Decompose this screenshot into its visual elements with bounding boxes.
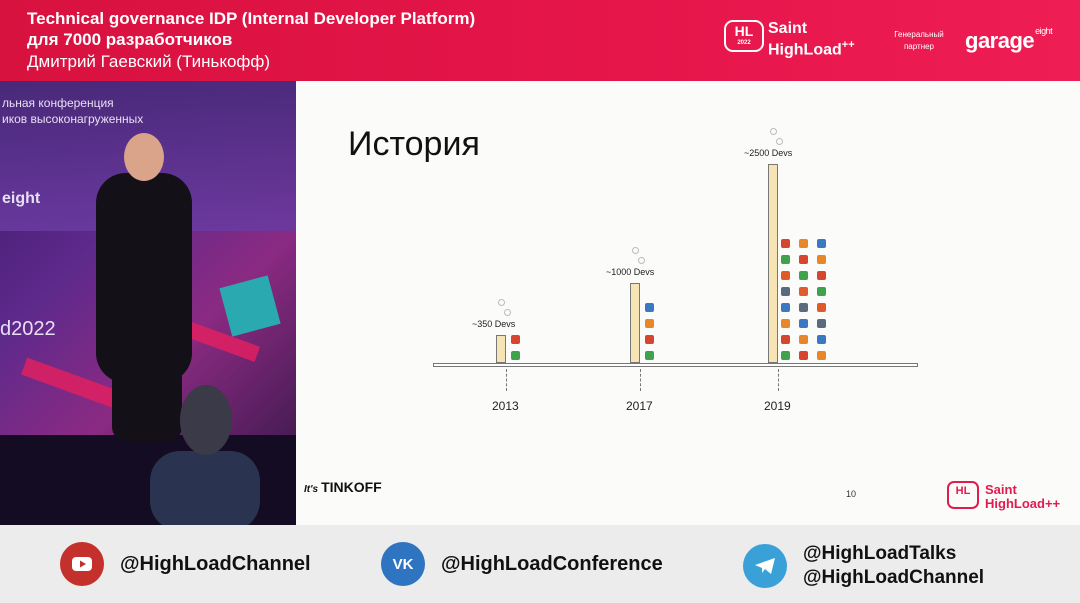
tech-logo-icon [781, 303, 790, 312]
hl-logo-small: HL [947, 481, 979, 509]
tech-logo-icon [799, 271, 808, 280]
bar-2013 [496, 335, 506, 363]
speaker-video: льная конференция иков высоконагруженных… [0, 81, 296, 525]
thought-bubble [770, 127, 777, 135]
tech-logo-icon [817, 335, 826, 344]
presentation-slide: История It's TINKOFF 10 HL Saint HighLoad… [296, 81, 1080, 525]
tech-logo-icon [781, 239, 790, 248]
tech-logo-icon [799, 319, 808, 328]
youtube-icon [60, 542, 104, 586]
audience-member [150, 451, 260, 525]
hl-logo: HL 2022 [724, 20, 764, 52]
tech-logo-icon [781, 255, 790, 264]
telegram-handle-2: @HighLoadChannel [803, 567, 985, 588]
bar-2017 [630, 283, 640, 363]
tech-logo-icon [817, 255, 826, 264]
tech-logo-icon [817, 351, 826, 360]
telegram-icon [743, 544, 787, 588]
year-label-2013: 2013 [492, 399, 519, 413]
vk-link[interactable]: VK @HighLoadConference [381, 542, 663, 586]
speaker-legs [112, 281, 182, 441]
thought-bubble [498, 299, 505, 307]
timeline-axis [433, 363, 918, 367]
year-label-2017: 2017 [626, 399, 653, 413]
speaker-name: Дмитрий Гаевский (Тинькофф) [27, 52, 271, 71]
stage-year: d2022 [0, 318, 56, 340]
talk-title-line1: Technical governance IDP (Internal Devel… [27, 9, 476, 28]
tech-logo-icon [781, 335, 790, 344]
tech-logo-icon [781, 287, 790, 296]
thought-bubble [632, 247, 639, 255]
tech-logo-icon [781, 271, 790, 280]
vk-icon: VK [381, 542, 425, 586]
thought-bubble [776, 137, 783, 145]
tech-logo-icon [645, 319, 654, 328]
social-footer: @HighLoadChannel VK @HighLoadConference … [0, 525, 1080, 603]
tech-logo-icon [645, 351, 654, 360]
vk-handle: @HighLoadConference [441, 553, 663, 575]
telegram-link[interactable]: @HighLoadTalks @HighLoadChannel [743, 542, 984, 590]
tech-logo-icon [817, 303, 826, 312]
stage-banner-line1: льная конференция [2, 96, 114, 110]
stage-sponsor: eight [2, 190, 41, 207]
audience-head [180, 385, 232, 455]
year-tick [506, 369, 507, 391]
tech-logo-icon [645, 303, 654, 312]
youtube-link[interactable]: @HighLoadChannel [60, 542, 311, 586]
thought-bubble [638, 257, 645, 265]
stage-decor-shape [219, 275, 281, 337]
thought-bubble [504, 309, 511, 317]
tech-logo-icon [799, 303, 808, 312]
tech-logo-icon [799, 335, 808, 344]
slide-title: История [348, 125, 480, 163]
talk-header: Technical governance IDP (Internal Devel… [0, 0, 1080, 81]
tech-logo-icon [799, 255, 808, 264]
tech-logo-icon [781, 351, 790, 360]
tinkoff-logo: It's TINKOFF [304, 479, 382, 495]
tech-logo-icon [799, 287, 808, 296]
tech-logo-icon [511, 335, 520, 344]
year-tick [778, 369, 779, 391]
tech-logo-icon [817, 319, 826, 328]
telegram-handle-1: @HighLoadTalks [803, 543, 957, 564]
speaker-head [124, 133, 164, 181]
year-tick [640, 369, 641, 391]
tech-logo-icon [781, 319, 790, 328]
year-label-2019: 2019 [764, 399, 791, 413]
tech-logo-icon [817, 287, 826, 296]
event-name: Saint HighLoad++ [768, 20, 855, 59]
bar-label-2017: ~1000 Devs [606, 267, 655, 278]
tech-logo-icon [817, 271, 826, 280]
stage-banner-line2: иков высоконагруженных [2, 112, 144, 126]
talk-title-line2: для 7000 разработчиков [27, 30, 233, 49]
tech-logo-icon [511, 351, 520, 360]
tech-logo-icon [817, 239, 826, 248]
bar-2019 [768, 163, 778, 363]
partner-caption: Генеральный партнер [894, 30, 944, 51]
tech-logo-icon [799, 239, 808, 248]
page-number: 10 [846, 489, 857, 499]
bar-label-2013: ~350 Devs [472, 319, 516, 330]
tech-logo-icon [645, 335, 654, 344]
youtube-handle: @HighLoadChannel [120, 553, 311, 575]
partner-logo: garageeight [965, 26, 1053, 53]
event-logo-small: Saint HighLoad++ [985, 482, 1061, 511]
tech-logo-icon [799, 351, 808, 360]
bar-label-2019: ~2500 Devs [744, 147, 793, 158]
